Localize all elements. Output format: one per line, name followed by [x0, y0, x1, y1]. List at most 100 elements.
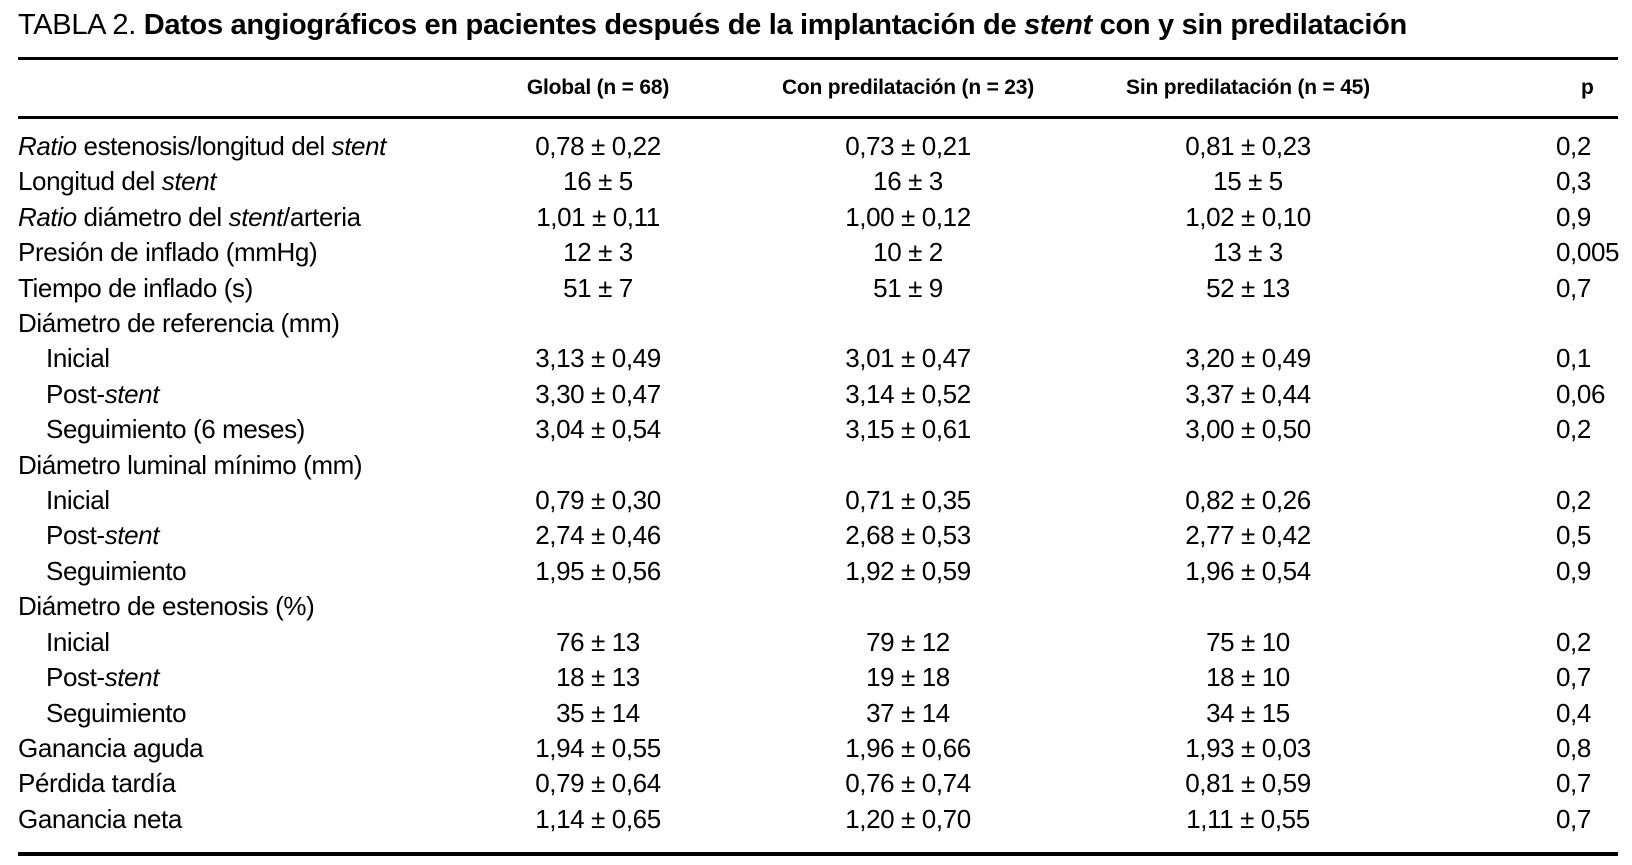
sin-predilatacion-value: 18 ± 10 [1206, 662, 1290, 693]
p-value [1423, 306, 1618, 341]
p-value: 0,7 [1556, 803, 1591, 834]
table-row: Diámetro de referencia (mm) [18, 306, 1618, 341]
global-value: 3,30 ± 0,47 [535, 378, 661, 409]
con-predilatacion-value [743, 306, 1073, 341]
p-value: 0,8 [1556, 732, 1591, 763]
table-row: Seguimiento (6 meses) 3,04 ± 0,54 3,15 ± 0… [18, 412, 1618, 447]
p-value: 0,3 [1556, 166, 1591, 197]
con-predilatacion-value [743, 589, 1073, 624]
table-row: Inicial 3,13 ± 0,49 3,01 ± 0,47 3,20 ± 0,49… [18, 341, 1618, 376]
table-row: Diámetro de estenosis (%) [18, 589, 1618, 624]
global-value: 2,74 ± 0,46 [535, 520, 661, 551]
p-value [1423, 448, 1618, 483]
con-predilatacion-value: 1,96 ± 0,66 [845, 732, 971, 763]
con-predilatacion-value: 1,00 ± 0,12 [845, 201, 971, 232]
global-value: 51 ± 7 [563, 272, 633, 303]
con-predilatacion-value [743, 448, 1073, 483]
sin-predilatacion-value: 2,77 ± 0,42 [1185, 520, 1311, 551]
row-label: Seguimiento (6 meses) [46, 414, 305, 445]
con-predilatacion-value: 79 ± 12 [866, 626, 950, 657]
sin-predilatacion-value: 15 ± 5 [1213, 166, 1283, 197]
global-value: 0,79 ± 0,64 [535, 768, 661, 799]
sin-predilatacion-value: 13 ± 3 [1213, 237, 1283, 268]
row-label: Diámetro de estenosis (%) [18, 591, 315, 622]
global-value: 3,13 ± 0,49 [535, 343, 661, 374]
global-value: 16 ± 5 [563, 166, 633, 197]
table-row: Post-stent 18 ± 13 19 ± 18 18 ± 10 0,7 [18, 660, 1618, 695]
sin-predilatacion-value: 0,82 ± 0,26 [1185, 485, 1311, 516]
con-predilatacion-value: 0,73 ± 0,21 [845, 131, 971, 161]
sin-predilatacion-value: 0,81 ± 0,23 [1185, 131, 1311, 161]
global-value: 12 ± 3 [563, 237, 633, 268]
global-value [453, 589, 743, 624]
table-row: Inicial 76 ± 13 79 ± 12 75 ± 10 0,2 [18, 625, 1618, 660]
con-predilatacion-value: 3,01 ± 0,47 [845, 343, 971, 374]
table-row: Tiempo de inflado (s) 51 ± 7 51 ± 9 52 ± 13… [18, 271, 1618, 306]
row-label: Ratio estenosis/longitud del stent [18, 131, 386, 161]
title-text-part-1: Datos angiográficos en pacientes después… [143, 9, 1025, 41]
con-predilatacion-value: 51 ± 9 [873, 272, 943, 303]
con-predilatacion-value: 16 ± 3 [873, 166, 943, 197]
table-header-row: Global (n = 68) Con predilatación (n = 2… [18, 60, 1618, 119]
sin-predilatacion-value [1073, 306, 1423, 341]
table-row: Ratio estenosis/longitud del stent 0,78 ±… [18, 129, 1618, 164]
p-value: 0,7 [1556, 662, 1591, 693]
table-row: Diámetro luminal mínimo (mm) [18, 448, 1618, 483]
p-value: 0,2 [1556, 485, 1591, 516]
row-label: Ganancia aguda [18, 732, 204, 763]
p-value [1423, 589, 1618, 624]
angiographic-data-table: Global (n = 68) Con predilatación (n = 2… [18, 57, 1620, 857]
row-label: Diámetro luminal mínimo (mm) [18, 449, 363, 480]
con-predilatacion-value: 1,92 ± 0,59 [845, 555, 971, 586]
sin-predilatacion-value: 1,93 ± 0,03 [1185, 732, 1311, 763]
global-value: 0,79 ± 0,30 [535, 485, 661, 516]
row-label: Inicial [46, 485, 110, 516]
table-row: Ratio diámetro del stent/arteria 1,01 ± 0… [18, 200, 1618, 235]
row-label: Seguimiento [46, 697, 187, 728]
global-value [453, 448, 743, 483]
row-label: Post-stent [46, 662, 160, 693]
table-row: Post-stent 2,74 ± 0,46 2,68 ± 0,53 2,77 ± 0… [18, 518, 1618, 553]
sin-predilatacion-value: 52 ± 13 [1206, 272, 1290, 303]
title-text-part-2: con y sin predilatación [1091, 9, 1408, 41]
row-label: Ganancia neta [18, 803, 182, 834]
row-label: Post-stent [46, 520, 160, 551]
sin-predilatacion-value: 34 ± 15 [1206, 697, 1290, 728]
global-value: 1,95 ± 0,56 [535, 555, 661, 586]
global-value: 1,14 ± 0,65 [535, 803, 661, 834]
con-predilatacion-value: 3,15 ± 0,61 [845, 414, 971, 445]
table-row: Longitud del stent 16 ± 5 16 ± 3 15 ± 5 0,3 [18, 164, 1618, 199]
column-header-sin-predilatacion: Sin predilatación (n = 45) [1126, 76, 1370, 99]
global-value: 1,94 ± 0,55 [535, 732, 661, 763]
table-body: Ratio estenosis/longitud del stent 0,78 ±… [18, 119, 1620, 852]
con-predilatacion-value: 1,20 ± 0,70 [845, 803, 971, 834]
global-value: 1,01 ± 0,11 [536, 201, 660, 232]
p-value: 0,7 [1556, 768, 1591, 799]
sin-predilatacion-value: 3,00 ± 0,50 [1185, 414, 1311, 445]
row-label: Pérdida tardía [18, 768, 176, 799]
table-row: Seguimiento 1,95 ± 0,56 1,92 ± 0,59 1,96 ± … [18, 554, 1618, 589]
table-row: Ganancia neta 1,14 ± 0,65 1,20 ± 0,70 1,11 … [18, 802, 1618, 837]
sin-predilatacion-value: 1,02 ± 0,10 [1185, 201, 1311, 232]
row-label: Seguimiento [46, 555, 187, 586]
row-label: Longitud del stent [18, 166, 217, 197]
table-row: Inicial 0,79 ± 0,30 0,71 ± 0,35 0,82 ± 0,26… [18, 483, 1618, 518]
p-value: 0,9 [1556, 555, 1591, 586]
table-row: Post-stent 3,30 ± 0,47 3,14 ± 0,52 3,37 ± 0… [18, 377, 1618, 412]
p-value: 0,005 [1556, 237, 1620, 268]
sin-predilatacion-value: 3,37 ± 0,44 [1185, 378, 1311, 409]
p-value: 0,2 [1556, 626, 1591, 657]
p-value: 0,2 [1556, 131, 1591, 161]
row-label: Inicial [46, 626, 110, 657]
con-predilatacion-value: 19 ± 18 [866, 662, 950, 693]
sin-predilatacion-value: 3,20 ± 0,49 [1185, 343, 1311, 374]
table-row: Seguimiento 35 ± 14 37 ± 14 34 ± 15 0,4 [18, 696, 1618, 731]
con-predilatacion-value: 3,14 ± 0,52 [845, 378, 971, 409]
global-value: 3,04 ± 0,54 [535, 414, 661, 445]
con-predilatacion-value: 0,76 ± 0,74 [845, 768, 971, 799]
row-label: Diámetro de referencia (mm) [18, 308, 340, 339]
table-title: TABLA 2. Datos angiográficos en paciente… [18, 8, 1618, 42]
row-label: Inicial [46, 343, 110, 374]
p-value: 0,1 [1556, 343, 1591, 374]
